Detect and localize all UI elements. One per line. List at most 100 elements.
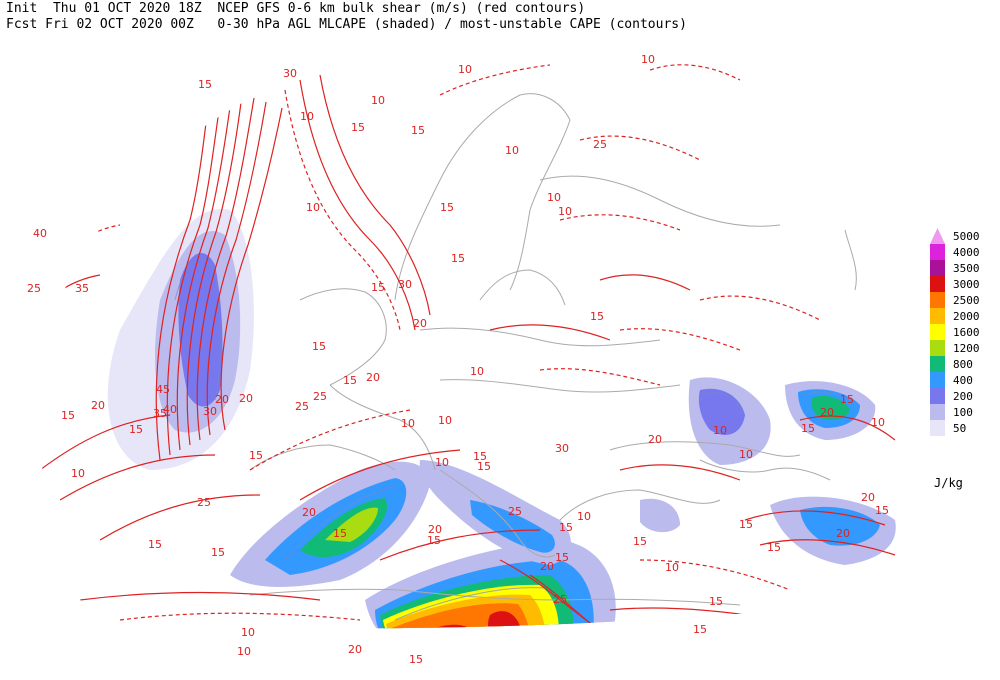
- legend-row: 3000: [929, 276, 993, 292]
- legend-label: 800: [953, 358, 973, 371]
- shear-contour-label: 10: [470, 365, 484, 378]
- shear-contour-label: 35: [75, 282, 89, 295]
- shear-contour-label: 15: [555, 551, 569, 564]
- shear-contour-label: 30: [203, 405, 217, 418]
- shear-contour-label: 10: [577, 510, 591, 523]
- legend-row: 400: [929, 372, 993, 388]
- legend-label: 3000: [953, 278, 980, 291]
- shear-contour-label: 10: [665, 561, 679, 574]
- shear-contour-label: 10: [438, 414, 452, 427]
- shear-contour-label: 25: [197, 496, 211, 509]
- shear-contour-label: 20: [836, 527, 850, 540]
- shear-contour-label: 25: [593, 138, 607, 151]
- shear-contour-label: 20: [91, 399, 105, 412]
- legend-swatch: [930, 292, 945, 308]
- shear-contour-label: 30: [555, 442, 569, 455]
- shear-contour-label: 10: [237, 645, 251, 658]
- shear-contour-label: 15: [693, 623, 707, 636]
- cape-mideast-400: [800, 506, 880, 546]
- legend-swatch: [930, 388, 945, 404]
- cape-centralmed-3000: [430, 611, 522, 629]
- shear-contour-label: 15: [148, 538, 162, 551]
- cape-westmed-1200: [325, 507, 378, 542]
- shear-contour-label: 20: [428, 523, 442, 536]
- legend-row: 3500: [929, 260, 993, 276]
- legend-swatch: [930, 372, 945, 388]
- shear-contour-label: 25: [313, 390, 327, 403]
- shear-contour-label: 15: [333, 527, 347, 540]
- shear-contour-label: 15: [411, 124, 425, 137]
- shear-contour-label: 45: [156, 383, 170, 396]
- shear-contour-label: 15: [633, 535, 647, 548]
- shear-contour-label: 10: [713, 424, 727, 437]
- legend-row: 1600: [929, 324, 993, 340]
- legend-swatch: [930, 420, 945, 436]
- shear-contour-label: 15: [211, 546, 225, 559]
- shear-contour-label: 20: [348, 643, 362, 656]
- legend-label: 100: [953, 406, 973, 419]
- shear-contour-label: 10: [558, 205, 572, 218]
- legend-label: 200: [953, 390, 973, 403]
- legend-label: 50: [953, 422, 967, 435]
- shear-contour-label: 20: [540, 560, 554, 573]
- shear-contour-label: 10: [371, 94, 385, 107]
- legend-label: 3500: [953, 262, 980, 275]
- shear-contour-label: 20: [366, 371, 380, 384]
- shear-contour-label: 10: [435, 456, 449, 469]
- legend-row: 1200: [929, 340, 993, 356]
- shear-contour-label: 10: [739, 448, 753, 461]
- legend-row: 5000: [929, 228, 993, 244]
- shear-contour-label: 15: [767, 541, 781, 554]
- legend-swatch: [930, 340, 945, 356]
- shear-contour-label: 30: [283, 67, 297, 80]
- legend-row: 2000: [929, 308, 993, 324]
- shear-contour-label: 20: [215, 393, 229, 406]
- legend-swatch: [930, 228, 945, 244]
- shear-contour-label: 30: [398, 278, 412, 291]
- cape-aegean: [640, 498, 680, 533]
- cape-caspian-800: [811, 395, 850, 420]
- legend-label: 1200: [953, 342, 980, 355]
- legend-swatch: [930, 276, 945, 292]
- shear-contour-label: 15: [61, 409, 75, 422]
- header-init-line: Init Thu 01 OCT 2020 18Z NCEP GFS 0-6 km…: [6, 1, 586, 16]
- shear-contour-label: 15: [343, 374, 357, 387]
- shear-contour-label: 15: [875, 504, 889, 517]
- shear-contour-label: 40: [33, 227, 47, 240]
- shear-contour-label: 15: [473, 450, 487, 463]
- shear-contour-label: 10: [641, 53, 655, 66]
- legend-label: 400: [953, 374, 973, 387]
- shear-contour-label: 15: [590, 310, 604, 323]
- shear-contour-label: 10: [458, 63, 472, 76]
- shear-contour-label: 15: [129, 423, 143, 436]
- legend-row: 200: [929, 388, 993, 404]
- legend-label: 2500: [953, 294, 980, 307]
- shear-contour-label: 15: [371, 281, 385, 294]
- shear-contour-label: 15: [351, 121, 365, 134]
- shear-contour-label: 20: [648, 433, 662, 446]
- shear-contour-label: 20: [302, 506, 316, 519]
- shear-contour-label: 15: [312, 340, 326, 353]
- shear-contour-label: 25: [295, 400, 309, 413]
- shear-contour-label: 10: [547, 191, 561, 204]
- shear-contour-label: 10: [71, 467, 85, 480]
- legend-row: 800: [929, 356, 993, 372]
- shear-contour-label: 15: [451, 252, 465, 265]
- legend-label: 4000: [953, 246, 980, 259]
- legend-swatch: [930, 324, 945, 340]
- shear-contour-label: 20: [861, 491, 875, 504]
- legend-row: 100: [929, 404, 993, 420]
- shear-contour-label: 15: [709, 595, 723, 608]
- legend-label: 1600: [953, 326, 980, 339]
- shear-contour-label: 15: [440, 201, 454, 214]
- shear-contour-label: 10: [505, 144, 519, 157]
- shear-contour-label: 25: [27, 282, 41, 295]
- legend-unit-label: J/kg: [934, 476, 963, 490]
- cape-legend: 5000 4000 3500 3000 2500 2000 1600 1200 800 400 20…: [929, 228, 993, 436]
- shear-contours: [38, 64, 896, 629]
- header-forecast-line: Fcst Fri 02 OCT 2020 00Z 0-30 hPa AGL ML…: [6, 17, 687, 32]
- shear-contour-label: 15: [409, 653, 423, 666]
- shear-contour-label: 10: [401, 417, 415, 430]
